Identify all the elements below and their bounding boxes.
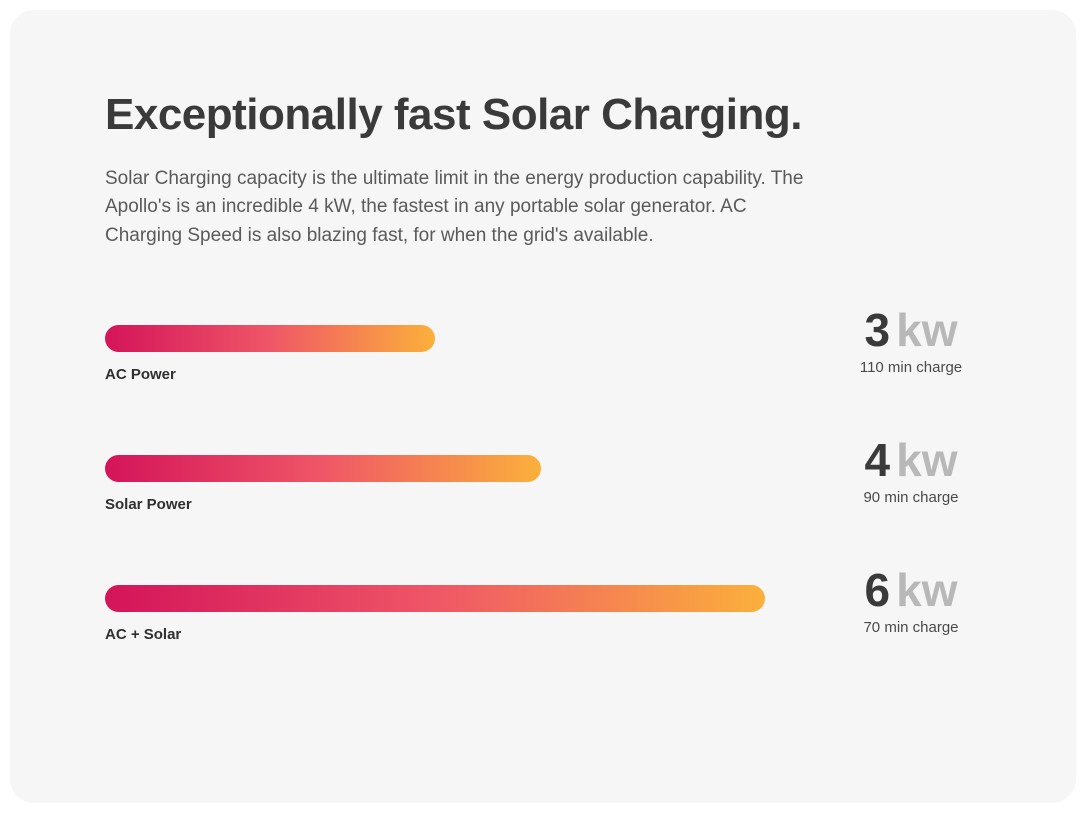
- stat-number: 6: [865, 564, 891, 616]
- description: Solar Charging capacity is the ultimate …: [105, 165, 825, 251]
- heading: Exceptionally fast Solar Charging.: [105, 90, 981, 141]
- bar-row-solar-power: Solar Power 4kw 90 min charge: [105, 455, 981, 513]
- stat-value: 3kw: [841, 307, 981, 353]
- bar-row-ac-solar: AC + Solar 6kw 70 min charge: [105, 585, 981, 643]
- stat-number: 4: [865, 434, 891, 486]
- bar-fill: [105, 325, 435, 352]
- bar-fill: [105, 585, 765, 612]
- stat-subtext: 70 min charge: [841, 619, 981, 636]
- stat-unit: kw: [896, 564, 957, 616]
- bar-label: AC Power: [105, 366, 765, 383]
- bar-left: AC + Solar: [105, 585, 765, 643]
- bar-fill: [105, 455, 541, 482]
- bar-label: AC + Solar: [105, 626, 765, 643]
- stat-number: 3: [865, 304, 891, 356]
- bar-stat: 3kw 110 min charge: [841, 307, 981, 376]
- bar-left: AC Power: [105, 325, 765, 383]
- bar-left: Solar Power: [105, 455, 765, 513]
- bar-label: Solar Power: [105, 496, 765, 513]
- stat-subtext: 110 min charge: [841, 359, 981, 376]
- stat-unit: kw: [896, 434, 957, 486]
- stat-value: 4kw: [841, 437, 981, 483]
- bar-stat: 6kw 70 min charge: [841, 567, 981, 636]
- stat-value: 6kw: [841, 567, 981, 613]
- bar-stat: 4kw 90 min charge: [841, 437, 981, 506]
- bar-row-ac-power: AC Power 3kw 110 min charge: [105, 325, 981, 383]
- info-card: Exceptionally fast Solar Charging. Solar…: [10, 10, 1076, 803]
- bars-container: AC Power 3kw 110 min charge Solar Power …: [105, 325, 981, 643]
- stat-unit: kw: [896, 304, 957, 356]
- stat-subtext: 90 min charge: [841, 489, 981, 506]
